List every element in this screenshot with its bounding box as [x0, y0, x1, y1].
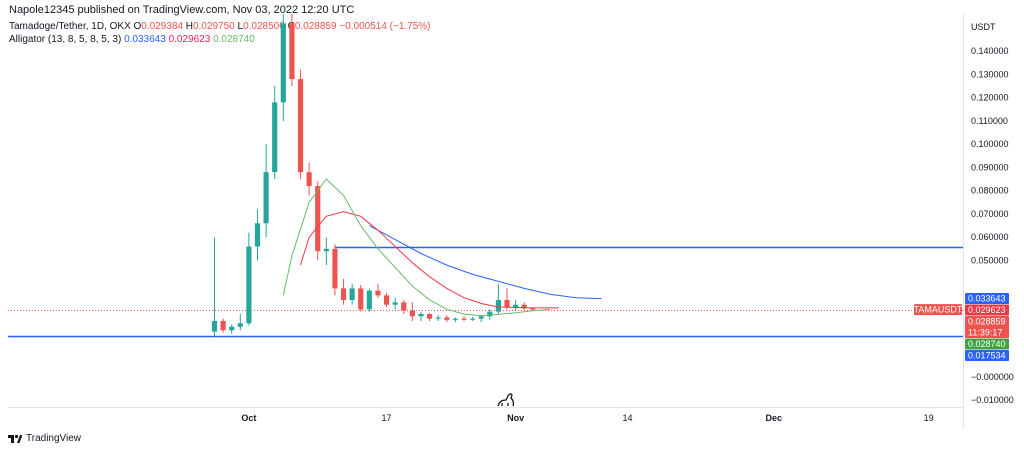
- candle-body: [383, 295, 390, 305]
- candle-body: [530, 308, 536, 310]
- change-value: −0.000514 (−1.75%): [339, 21, 431, 32]
- x-tick-label: 19: [924, 413, 934, 423]
- tradingview-brand: TradingView: [26, 433, 82, 444]
- alligator-lines: [282, 178, 602, 317]
- price-tag-label: 0.017534: [968, 351, 1006, 361]
- y-tick-label: 0.050000: [971, 255, 1009, 265]
- candle-body: [401, 302, 407, 311]
- y-tick-label: 0.080000: [971, 186, 1009, 196]
- candle-body: [470, 318, 476, 320]
- price-tag-label: 0.028859: [968, 317, 1006, 327]
- tradingview-footer[interactable]: TradingView: [8, 433, 81, 444]
- open-label: O: [133, 21, 142, 32]
- high-value: 0.029750: [193, 21, 235, 32]
- symbol-tag-label: TAMAUSDT: [914, 305, 963, 315]
- candle-body: [246, 246, 252, 324]
- x-tick-label: 17: [382, 413, 392, 423]
- candle-body: [349, 288, 355, 301]
- price-tag-label: 0.029623: [968, 305, 1006, 315]
- candle-body: [289, 23, 295, 80]
- jaw-value: 0.033643: [124, 34, 166, 45]
- teeth-value: 0.029623: [168, 34, 211, 45]
- candle-body: [375, 290, 381, 296]
- price-tag: [965, 338, 1009, 350]
- candle-body: [452, 318, 458, 320]
- candle-body: [409, 310, 415, 317]
- y-tick-label: 0.130000: [971, 69, 1009, 79]
- indicator-title: Alligator (13, 8, 5, 8, 5, 3): [9, 34, 122, 45]
- candle-body: [495, 300, 501, 312]
- y-tick-label: 0.120000: [971, 93, 1009, 103]
- candle-body: [478, 316, 484, 319]
- candle-body: [487, 311, 493, 317]
- price-tag: [965, 293, 1009, 305]
- candles: [211, 14, 536, 337]
- candle-body: [332, 248, 338, 289]
- alligator-teeth-line: [300, 211, 559, 309]
- candle-body: [315, 186, 321, 252]
- candle-body: [392, 302, 398, 305]
- alligator-jaw-line: [369, 225, 602, 300]
- y-tick-label: 0.070000: [971, 209, 1009, 219]
- low-value: 0.028500: [243, 21, 285, 32]
- horizontal-lines[interactable]: [8, 246, 963, 338]
- y-tick-label: 0.100000: [971, 139, 1009, 149]
- lips-value: 0.028740: [213, 34, 255, 45]
- close-value: 0.028859: [294, 21, 337, 32]
- symbol-title: Tamadoge/Tether, 1D, OKX: [9, 21, 131, 32]
- price-tag-countdown: 11:39:17: [968, 328, 1002, 338]
- x-tick-label: Dec: [765, 413, 782, 423]
- candle-body: [229, 326, 235, 331]
- dino-icon[interactable]: [497, 393, 515, 407]
- low-label: L: [237, 21, 244, 32]
- candle-body: [340, 288, 347, 301]
- candle-body: [272, 102, 278, 173]
- candle-body: [521, 304, 527, 309]
- candle-body: [426, 313, 433, 319]
- candle-body: [220, 320, 226, 331]
- indicator-legend[interactable]: Alligator (13, 8, 5, 8, 5, 3) 0.033643 0…: [9, 34, 255, 45]
- y-tick-label: 0.110000: [971, 116, 1008, 126]
- y-tick-label: 0.140000: [971, 46, 1009, 56]
- high-label: H: [185, 21, 194, 32]
- x-tick-label: Nov: [507, 413, 524, 423]
- candle-body: [254, 223, 261, 247]
- candle-body: [504, 300, 510, 308]
- price-tag: [965, 316, 1009, 339]
- y-tick-label: 0.060000: [971, 232, 1009, 242]
- y-tick-label: −0.000000: [971, 372, 1014, 382]
- x-tick-label: Oct: [241, 413, 256, 423]
- alligator-lips-line: [282, 178, 551, 317]
- y-tick-label: 0.090000: [971, 162, 1009, 172]
- y-tick-label: −0.010000: [971, 395, 1014, 405]
- candle-body: [297, 79, 304, 173]
- open-value: 0.029384: [141, 21, 184, 32]
- candle-body: [366, 290, 372, 310]
- publisher-header: Napole12345 published on TradingView.com…: [9, 4, 355, 16]
- price-tag-label: 0.033643: [968, 294, 1006, 304]
- candle-body: [461, 318, 467, 320]
- tradingview-logo-icon: [8, 434, 22, 443]
- candle-body: [263, 172, 269, 224]
- candle-body: [358, 288, 364, 310]
- candle-body: [211, 320, 218, 332]
- time-axis[interactable]: Oct 17 Nov 14 Dec 19: [241, 413, 933, 423]
- symbol-tag: [914, 304, 962, 316]
- price-tag: [965, 304, 1009, 316]
- currency-label: USDT: [971, 22, 996, 32]
- candle-body: [418, 313, 424, 317]
- price-tag: [965, 350, 1009, 362]
- candle-body: [444, 317, 450, 320]
- price-tag-label: 0.028740: [968, 339, 1006, 349]
- candle-body: [280, 23, 286, 103]
- candle-body: [237, 323, 243, 327]
- candle-body: [306, 172, 312, 187]
- candle-body: [513, 304, 519, 308]
- candle-body: [435, 317, 441, 319]
- x-tick-label: 14: [622, 413, 632, 423]
- candle-body: [323, 248, 329, 252]
